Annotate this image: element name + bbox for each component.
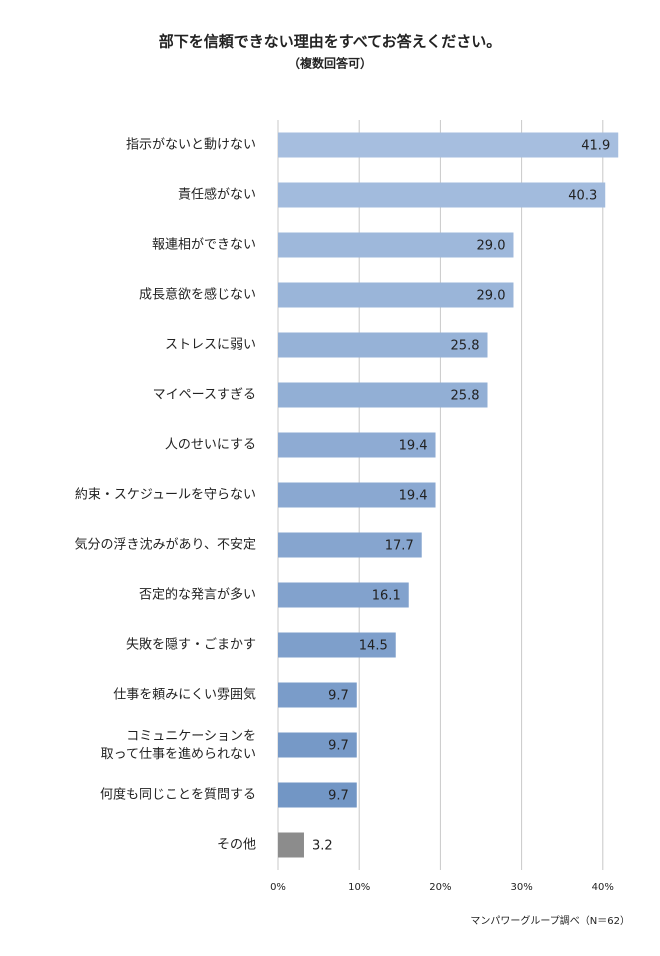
y-tick-label: 責任感がない	[178, 187, 256, 203]
y-tick-label: 仕事を頼みにくい雰囲気	[113, 687, 256, 703]
x-tick-label: 10%	[348, 882, 370, 893]
y-tick-label: 報連相ができない	[152, 238, 256, 253]
y-tick-label: 失敗を隠す・ごまかす	[126, 637, 256, 653]
value-label: 3.2	[312, 839, 333, 854]
value-label: 19.4	[399, 489, 428, 504]
value-label: 9.7	[328, 689, 349, 704]
bar	[278, 232, 514, 258]
chart-subtitle: （複数回答可）	[288, 56, 372, 71]
y-tick-label: ストレスに弱い	[165, 338, 256, 353]
value-label: 9.7	[328, 789, 349, 804]
y-tick-label: 人のせいにする	[165, 438, 256, 453]
bar	[278, 382, 488, 408]
bar	[278, 582, 409, 608]
value-label: 29.0	[477, 289, 506, 304]
value-label: 16.1	[372, 589, 401, 604]
value-label: 19.4	[399, 439, 428, 454]
y-tick-label: 指示がないと動けない	[126, 138, 256, 153]
x-tick-label: 20%	[429, 882, 451, 893]
y-tick-label: その他	[217, 838, 256, 853]
bar	[278, 632, 396, 658]
bar	[278, 532, 422, 558]
bar	[278, 482, 436, 508]
source-note: マンパワーグループ調べ（N＝62）	[470, 914, 630, 927]
bar	[278, 682, 357, 708]
value-label: 40.3	[568, 189, 597, 204]
y-tick-label: 成長意欲を感じない	[139, 287, 256, 303]
value-label: 29.0	[477, 239, 506, 254]
bar	[278, 182, 606, 208]
value-label: 25.8	[451, 389, 480, 404]
y-tick-label: マイペースすぎる	[153, 388, 256, 403]
value-label: 14.5	[359, 639, 388, 654]
bar	[278, 332, 488, 358]
value-label: 9.7	[328, 739, 349, 754]
bar	[278, 132, 619, 158]
bar	[278, 832, 304, 858]
value-label: 25.8	[451, 339, 480, 354]
bar	[278, 732, 357, 758]
value-label: 17.7	[385, 539, 414, 554]
x-tick-label: 0%	[270, 882, 286, 893]
y-tick-label: 約束・スケジュールを守らない	[75, 488, 256, 503]
x-tick-label: 30%	[510, 882, 532, 893]
bar	[278, 432, 436, 458]
x-tick-label: 40%	[592, 882, 614, 893]
y-tick-label: コミュニケーションを取って仕事を進められない	[101, 729, 256, 762]
y-tick-label: 否定的な発言が多い	[139, 587, 256, 603]
chart-title: 部下を信頼できない理由をすべてお答えください。	[159, 33, 501, 51]
bar	[278, 782, 357, 808]
value-label: 41.9	[581, 139, 610, 154]
y-tick-label: 気分の浮き沈みがあり、不安定	[75, 537, 256, 553]
y-tick-label: 何度も同じことを質問する	[100, 787, 256, 803]
bar	[278, 282, 514, 308]
